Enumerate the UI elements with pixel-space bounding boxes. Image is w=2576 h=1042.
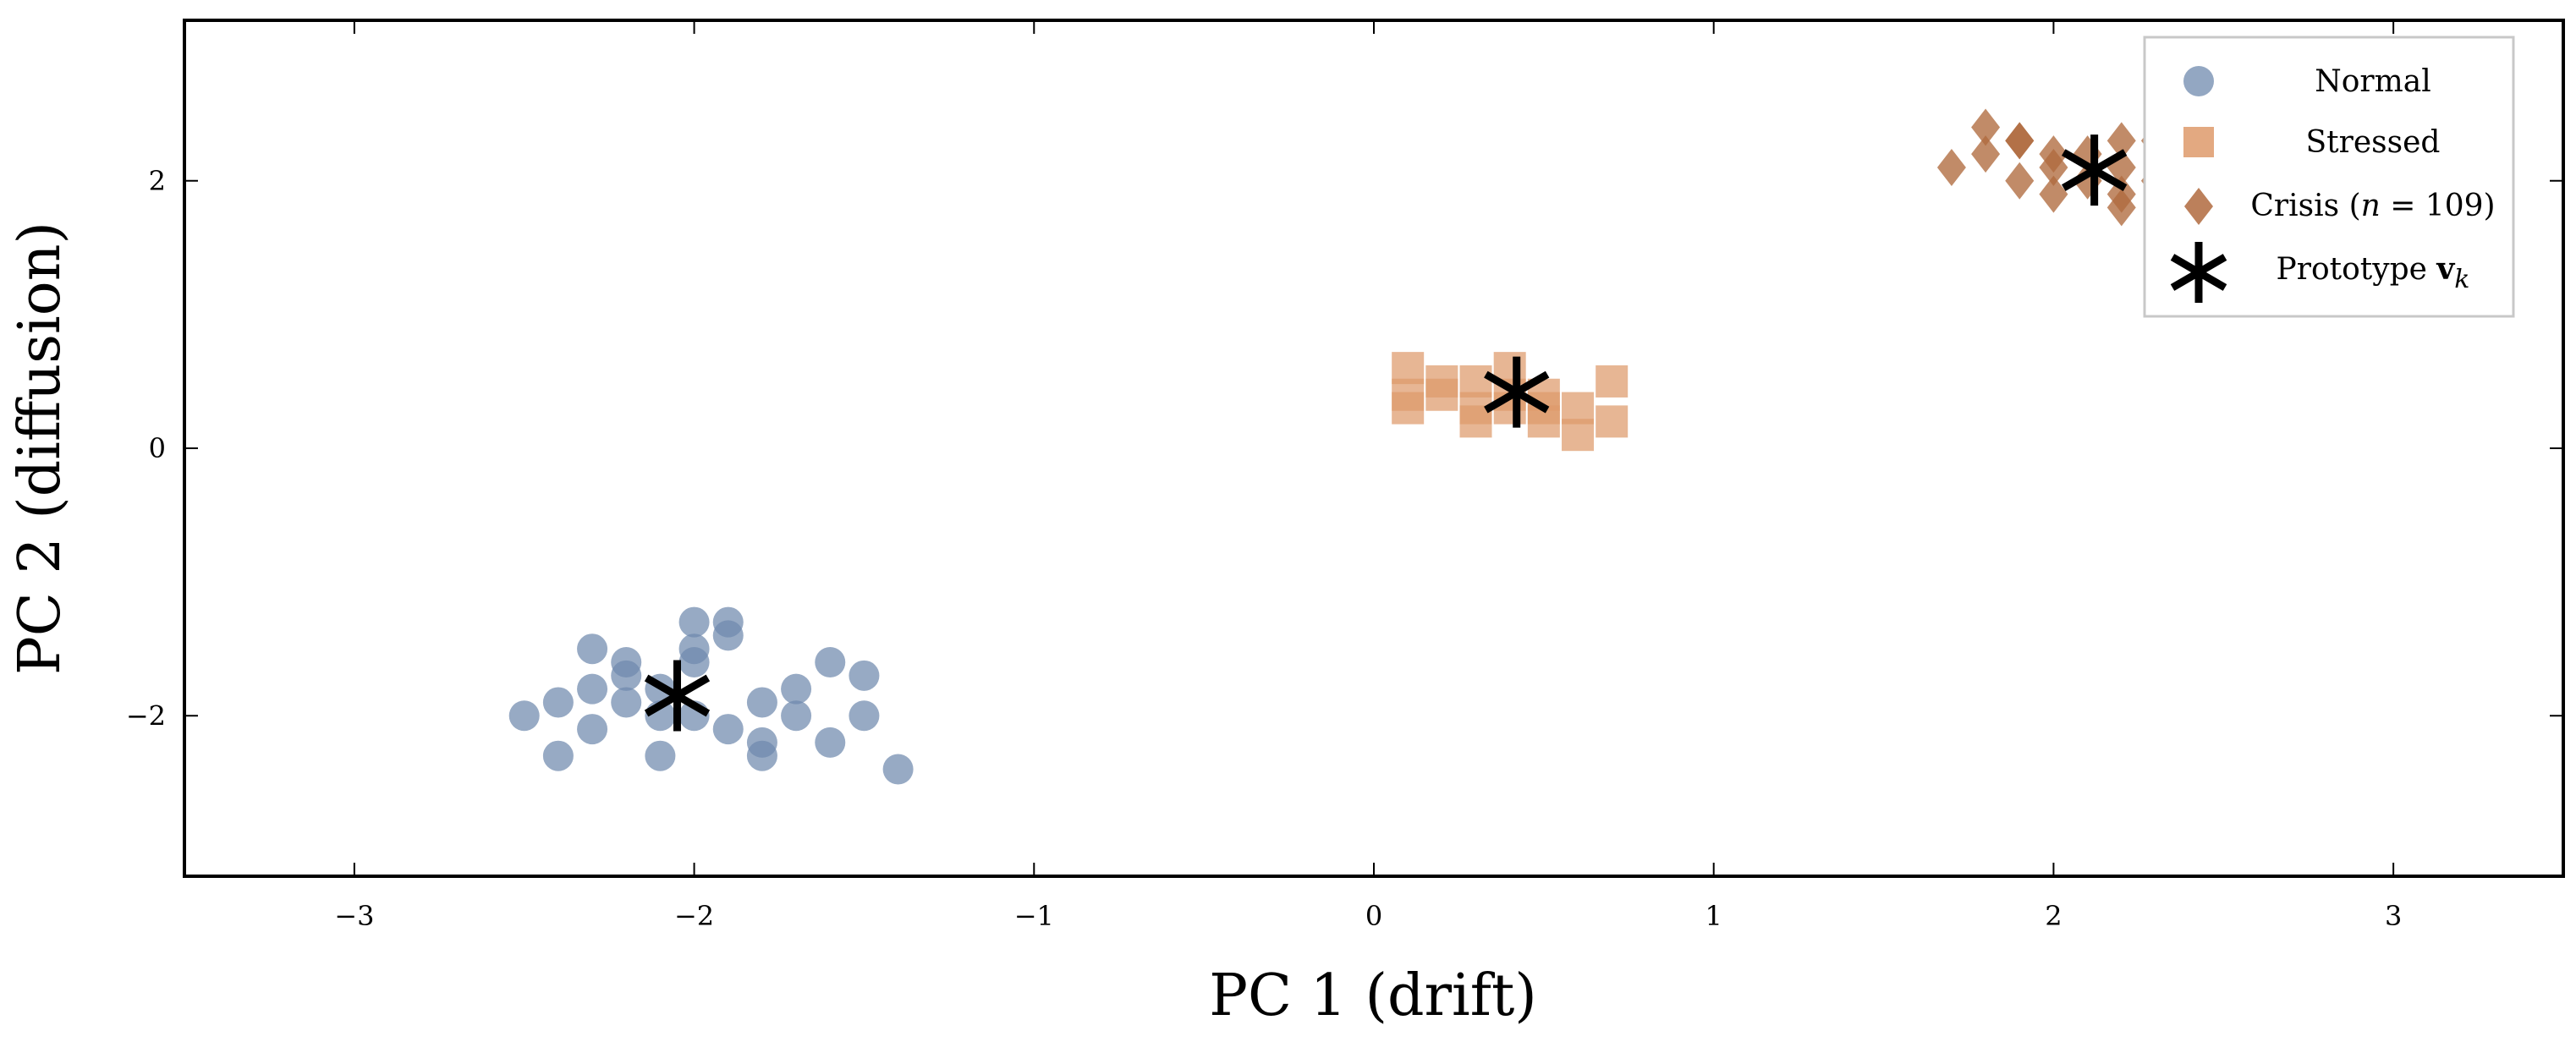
legend-normal-marker xyxy=(2183,66,2214,96)
y-tick-label: 2 xyxy=(149,165,166,197)
normal-point xyxy=(543,741,574,771)
x-tick-label: 0 xyxy=(1365,900,1382,932)
y-tick-label: −2 xyxy=(126,699,166,732)
crisis-point xyxy=(2005,162,2034,200)
legend: Normal Stressed Crisis (n = 109) Prototy… xyxy=(2145,37,2513,316)
normal-point xyxy=(883,754,914,785)
normal-point xyxy=(577,633,607,664)
legend-crisis-label: Crisis (n = 109) xyxy=(2250,189,2495,223)
legend-crisis-suffix: = 109) xyxy=(2381,189,2496,223)
legend-normal-label: Normal xyxy=(2315,64,2431,99)
x-axis-label: PC 1 (drift) xyxy=(1209,962,1537,1029)
legend-crisis-prefix: Crisis ( xyxy=(2250,189,2360,223)
crisis-point xyxy=(1937,149,1966,186)
legend-stressed-marker xyxy=(2183,127,2214,157)
x-tick-label: 2 xyxy=(2045,900,2062,932)
normal-point xyxy=(577,714,607,744)
crisis-point xyxy=(1971,135,2000,173)
normal-point xyxy=(611,687,641,717)
normal-point xyxy=(679,607,710,638)
normal-point xyxy=(577,674,607,705)
stressed-point xyxy=(1596,365,1628,398)
legend-crisis-var: n xyxy=(2361,189,2381,223)
stressed-point xyxy=(1562,419,1594,451)
legend-prototype-vec: v xyxy=(2436,251,2455,287)
legend-prototype-prefix: Prototype xyxy=(2277,252,2437,287)
normal-point xyxy=(781,700,811,731)
normal-point xyxy=(815,727,845,758)
normal-point xyxy=(747,741,777,771)
x-tick-label: −2 xyxy=(674,900,714,932)
normal-point xyxy=(645,741,675,771)
x-tick-label: 3 xyxy=(2385,900,2402,932)
x-tick-label: 1 xyxy=(1705,900,1722,932)
stressed-point xyxy=(1596,405,1628,437)
stressed-point xyxy=(1392,392,1424,425)
normal-point xyxy=(747,687,777,717)
normal-point xyxy=(849,661,879,691)
normal-point xyxy=(509,700,540,731)
normal-point xyxy=(849,700,879,731)
x-tick-label: −1 xyxy=(1014,900,1054,932)
legend-prototype-sub: k xyxy=(2454,265,2469,294)
normal-point xyxy=(543,687,574,717)
x-tick-label: −3 xyxy=(334,900,374,932)
normal-point xyxy=(815,647,845,677)
normal-point xyxy=(713,620,744,650)
crisis-point xyxy=(2005,122,2034,159)
normal-point xyxy=(713,714,744,744)
data-marks xyxy=(509,109,2170,785)
normal-point xyxy=(781,674,811,705)
crisis-point xyxy=(2039,176,2068,213)
legend-stressed-label: Stressed xyxy=(2306,125,2441,160)
y-axis-label: PC 2 (diffusion) xyxy=(7,222,74,675)
normal-point xyxy=(679,647,710,677)
y-tick-label: 0 xyxy=(149,432,166,464)
stressed-point xyxy=(1425,379,1458,411)
normal-point xyxy=(611,661,641,691)
